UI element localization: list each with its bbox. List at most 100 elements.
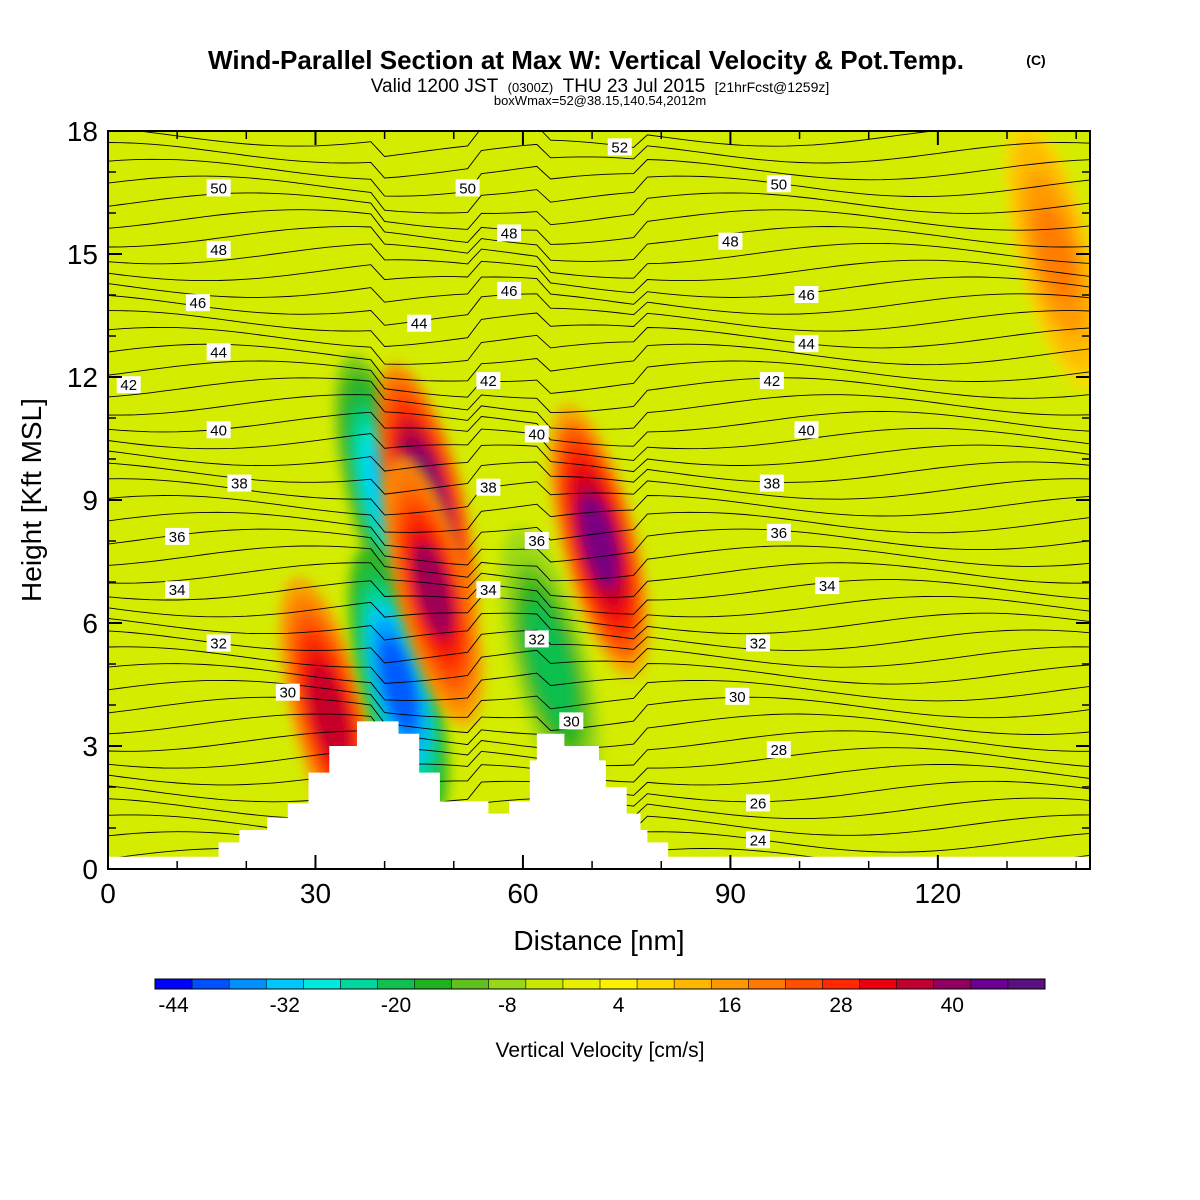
isentrope-label: 46 bbox=[794, 286, 819, 304]
isentrope-label-text: 48 bbox=[210, 242, 227, 259]
x-tick-label: 120 bbox=[914, 878, 961, 909]
isentrope-label-text: 30 bbox=[563, 713, 580, 730]
isentrope-label-bg bbox=[766, 523, 791, 541]
colorbar-tick-label: -32 bbox=[270, 994, 300, 1017]
isentrope-line bbox=[108, 629, 1090, 664]
isentrope-label-bg bbox=[524, 532, 549, 549]
isentrope-label-text: 36 bbox=[169, 529, 186, 546]
velocity-contour bbox=[309, 666, 349, 761]
isentrope-label: 36 bbox=[766, 523, 791, 542]
isentrope-label-bg bbox=[497, 281, 522, 299]
valid-utc: (0300Z) bbox=[508, 80, 554, 95]
isentrope-label: 42 bbox=[759, 372, 784, 390]
isentrope-line bbox=[108, 209, 1090, 245]
colorbar-swatch bbox=[933, 979, 972, 989]
isentrope-line bbox=[108, 562, 1090, 598]
isentrope-label: 36 bbox=[165, 527, 190, 546]
isentrope-label-text: 38 bbox=[764, 476, 781, 493]
isentrope-label-bg bbox=[497, 224, 522, 242]
isentrope-label: 32 bbox=[524, 630, 549, 648]
velocity-anomaly-updraft bbox=[548, 404, 650, 678]
isentrope-label: 50 bbox=[766, 175, 791, 193]
isentrope-label-text: 38 bbox=[231, 476, 248, 493]
isentrope-label: 52 bbox=[607, 138, 632, 156]
plot-area: 52 50 50 50 48 48 48 46 46 46 44 44 44 42 42 42 40 40 40 38… bbox=[108, 131, 1090, 869]
isentrope-line bbox=[108, 545, 1090, 582]
isentrope-label-bg bbox=[165, 581, 190, 599]
isentrope-label: 34 bbox=[165, 581, 190, 599]
isentrope-lines bbox=[108, 131, 1090, 869]
colorbar-tick-label: -44 bbox=[158, 994, 189, 1017]
isentrope-label: 50 bbox=[455, 179, 480, 197]
isentrope-label-text: 44 bbox=[411, 316, 428, 333]
colorbar-tick-label: 4 bbox=[613, 994, 625, 1017]
isentrope-label-bg bbox=[559, 712, 584, 730]
colorbar-swatch bbox=[340, 979, 378, 989]
isentrope-label-bg bbox=[476, 478, 501, 496]
valid-prefix: Valid 1200 JST bbox=[371, 76, 499, 97]
x-tick-label: 0 bbox=[100, 878, 116, 909]
copyright-mark: (C) bbox=[1026, 52, 1045, 68]
colorbar-tick-label: -8 bbox=[498, 994, 517, 1017]
isentrope-line bbox=[108, 696, 1090, 734]
isentrope-label: 40 bbox=[794, 421, 819, 439]
y-tick-label: 0 bbox=[82, 854, 98, 885]
isentrope-label-bg bbox=[116, 376, 141, 394]
valid-date: THU 23 Jul 2015 bbox=[563, 76, 706, 97]
isentrope-label-text: 44 bbox=[798, 336, 815, 353]
colorbar-swatch bbox=[600, 979, 638, 989]
isentrope-label-bg bbox=[794, 286, 819, 303]
isentrope-line bbox=[108, 259, 1090, 294]
isentrope-label-text: 46 bbox=[501, 283, 518, 300]
isentrope-label-text: 40 bbox=[528, 426, 545, 443]
isentrope-line bbox=[108, 663, 1090, 701]
isentrope-line bbox=[108, 310, 1090, 347]
y-axis-label: Height [Kft MSL] bbox=[16, 398, 47, 602]
isentrope-line bbox=[108, 410, 1090, 447]
isentrope-label-bg bbox=[206, 421, 231, 439]
isentrope-label-text: 50 bbox=[459, 180, 476, 197]
velocity-contour bbox=[413, 543, 453, 638]
isentrope-label: 48 bbox=[206, 240, 231, 259]
colorbar-swatch bbox=[192, 979, 230, 989]
colorbar-swatch bbox=[859, 979, 898, 989]
colorbar-tick-label: 28 bbox=[829, 994, 852, 1017]
colorbar-swatch bbox=[303, 979, 341, 989]
velocity-anomaly-updraft bbox=[1005, 131, 1090, 391]
y-tick-label: 3 bbox=[82, 731, 98, 762]
isentrope-label-bg bbox=[455, 179, 480, 197]
isentrope-label-bg bbox=[206, 179, 231, 197]
forecast-label: [21hrFcst@1259z] bbox=[715, 79, 830, 95]
isentrope-label-text: 36 bbox=[528, 533, 545, 550]
colorbar-swatch bbox=[785, 979, 823, 989]
isentrope-label-bg bbox=[476, 372, 501, 390]
x-tick-label: 60 bbox=[507, 878, 538, 909]
isentrope-label: 26 bbox=[746, 794, 771, 812]
isentrope-label: 38 bbox=[227, 474, 252, 493]
colorbar-tick-label: 16 bbox=[718, 994, 741, 1017]
isentrope-label-text: 32 bbox=[210, 636, 227, 653]
isentrope-label-bg bbox=[227, 474, 252, 492]
colorbar-swatch bbox=[637, 979, 675, 989]
isentrope-label: 30 bbox=[559, 712, 584, 730]
colorbar-swatch bbox=[525, 979, 564, 989]
isentrope-line bbox=[108, 528, 1090, 566]
y-tick-label: 9 bbox=[82, 485, 98, 516]
isentrope-label-text: 32 bbox=[750, 636, 767, 653]
isentrope-label: 44 bbox=[206, 343, 231, 361]
y-tick-label: 15 bbox=[67, 239, 98, 270]
colorbar-tick-label: 40 bbox=[941, 994, 964, 1017]
isentrope-label: 38 bbox=[759, 474, 784, 493]
isentrope-label: 48 bbox=[718, 232, 743, 251]
colorbar-swatch bbox=[266, 979, 304, 989]
isentrope-label-text: 38 bbox=[480, 480, 497, 497]
colorbar-swatch bbox=[970, 979, 1009, 989]
isentrope-label-text: 40 bbox=[210, 422, 227, 439]
isentrope-label-text: 34 bbox=[819, 578, 836, 595]
isentrope-label-bg bbox=[206, 343, 231, 361]
isentrope-label-text: 30 bbox=[279, 685, 296, 702]
isentrope-line bbox=[108, 276, 1090, 305]
